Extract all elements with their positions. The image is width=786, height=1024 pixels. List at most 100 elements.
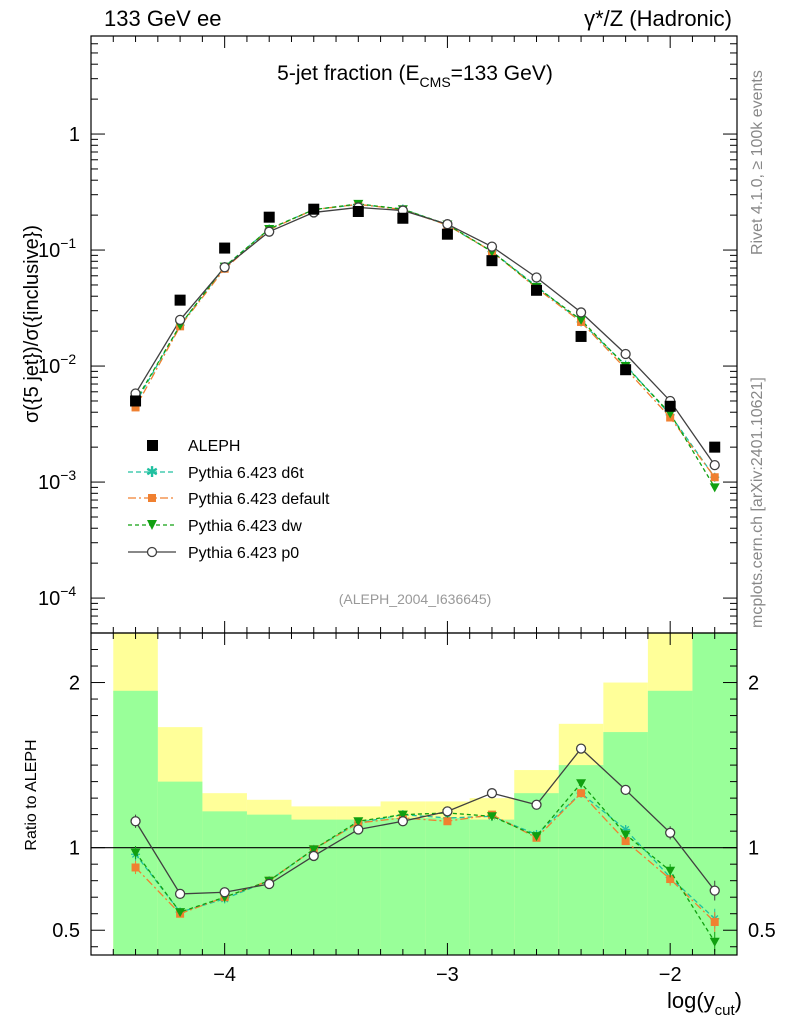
dw-ratio-point-marker bbox=[353, 817, 364, 827]
p0-ratio-point-marker bbox=[620, 784, 631, 796]
legend-p0-marker bbox=[146, 546, 158, 558]
default-ratio-point-marker bbox=[666, 875, 675, 884]
main-y-tick-label: 10−4 bbox=[38, 583, 76, 610]
tick-exponent: −4 bbox=[60, 583, 76, 599]
main-y-tick-label: 10−3 bbox=[38, 467, 76, 494]
dw-ratio-point-marker bbox=[576, 779, 587, 789]
aleph-point-marker bbox=[174, 294, 186, 306]
p0-ratio-line bbox=[134, 747, 716, 895]
aleph-point-marker bbox=[219, 242, 231, 254]
header-right: γ*/Z (Hadronic) bbox=[584, 6, 732, 31]
p0-point-marker bbox=[442, 219, 453, 230]
dw-ratio-point-marker bbox=[531, 832, 542, 842]
band-inner-bin bbox=[202, 811, 247, 955]
main-y-tick-label: 1 bbox=[69, 124, 80, 146]
p0-ratio-point-marker bbox=[709, 885, 720, 896]
p0-point-marker bbox=[486, 241, 498, 252]
legend-default-marker bbox=[148, 494, 156, 502]
ratio-ylabel: Ratio to ALEPH bbox=[23, 739, 40, 850]
legend-aleph-marker bbox=[147, 440, 158, 451]
p0-ratio-point-marker bbox=[353, 824, 364, 835]
legend-d6t-label: Pythia 6.423 d6t bbox=[188, 465, 304, 482]
p0-ratio-point-marker bbox=[264, 878, 275, 890]
p0-point-marker bbox=[219, 262, 230, 273]
dw-ratio-point-marker bbox=[665, 866, 676, 876]
tick-base: 10 bbox=[38, 356, 60, 378]
p0-point-marker bbox=[709, 459, 720, 471]
ratio-y-tick-label-left: 0.5 bbox=[52, 920, 80, 942]
default-ratio-point-marker bbox=[131, 863, 140, 872]
legend-entry-default: Pythia 6.423 default bbox=[128, 491, 330, 508]
legend-dw-label: Pythia 6.423 dw bbox=[188, 518, 302, 535]
aleph-point-marker bbox=[531, 284, 543, 296]
header-left: 133 GeV ee bbox=[104, 6, 221, 31]
aleph-point-marker bbox=[397, 212, 409, 224]
dw-ratio-line bbox=[135, 782, 716, 943]
aleph-point-marker bbox=[263, 211, 275, 223]
p0-point-marker bbox=[174, 314, 186, 326]
ratio-y-tick-label-right: 2 bbox=[748, 673, 759, 695]
ratio-plot-series bbox=[130, 743, 720, 952]
mcplots-label: mcplots.cern.ch [arXiv:2401.10621] bbox=[749, 377, 766, 628]
aleph-point-marker bbox=[709, 441, 721, 453]
main-y-tick-label: 10−2 bbox=[38, 351, 76, 378]
ratio-y-tick-label-left: 1 bbox=[69, 838, 80, 860]
ratio-y-tick-label-left: 2 bbox=[69, 673, 80, 695]
aleph-point-marker bbox=[486, 255, 498, 267]
p0-ratio-point-marker bbox=[665, 827, 676, 838]
aleph-point-marker bbox=[620, 364, 632, 376]
dw-point-marker bbox=[709, 483, 720, 493]
band-inner-bin bbox=[692, 633, 737, 955]
dw-ratio-point-marker bbox=[308, 845, 319, 855]
dw-ratio-point-marker bbox=[397, 810, 408, 820]
xlabel-sub: cut bbox=[715, 1002, 736, 1019]
dw-ratio-point-marker bbox=[130, 848, 141, 858]
legend-default-label: Pythia 6.423 default bbox=[188, 491, 330, 508]
p0-point-marker bbox=[575, 307, 587, 318]
dw-ratio-point-marker bbox=[620, 830, 631, 840]
main-y-tick-label: 10−1 bbox=[38, 235, 76, 262]
legend-aleph-label: ALEPH bbox=[188, 438, 240, 455]
main-title: 5-jet fraction (ECMS=133 GeV) bbox=[277, 62, 553, 90]
legend-entry-dw: Pythia 6.423 dw bbox=[128, 518, 302, 535]
default-point-marker bbox=[131, 403, 140, 412]
band-inner-bin bbox=[469, 819, 515, 955]
x-axis-label: log(ycut) bbox=[667, 988, 742, 1019]
band-inner-bin bbox=[425, 817, 470, 955]
main-ylabel: σ({5 jet})/σ({inclusive}) bbox=[21, 225, 43, 423]
p0-ratio-point-marker bbox=[308, 850, 319, 862]
x-tick-label: −2 bbox=[659, 964, 682, 986]
title-tail: =133 GeV) bbox=[451, 62, 553, 85]
tick-exponent: −2 bbox=[60, 351, 76, 367]
p0-line bbox=[134, 206, 716, 466]
tick-base: 10 bbox=[38, 472, 60, 494]
dw-ratio-point-marker bbox=[175, 908, 186, 918]
analysis-watermark: (ALEPH_2004_I636645) bbox=[339, 591, 492, 607]
dw-ratio-point-marker bbox=[709, 937, 720, 947]
legend-entry-d6t: ✱ Pythia 6.423 d6t bbox=[128, 464, 304, 482]
p0-ratio-point-marker bbox=[397, 816, 409, 827]
ratio-y-tick-label-right: 1 bbox=[748, 838, 759, 860]
aleph-point-marker bbox=[575, 330, 587, 342]
default-ratio-point-marker bbox=[710, 917, 719, 926]
aleph-point-marker bbox=[352, 205, 364, 217]
title-sub: CMS bbox=[420, 74, 451, 90]
p0-ratio-point-marker bbox=[531, 799, 542, 810]
tick-exponent: −3 bbox=[60, 467, 76, 483]
legend-entry-aleph: ALEPH bbox=[147, 438, 240, 455]
band-inner-bin bbox=[380, 817, 426, 955]
band-inner-bin bbox=[157, 781, 203, 955]
main-plot-series bbox=[130, 199, 721, 493]
p0-ratio-point-marker bbox=[219, 887, 230, 898]
p0-ratio-point-marker bbox=[442, 806, 453, 817]
default-point-marker bbox=[710, 473, 719, 482]
p0-ratio-point-marker bbox=[174, 888, 186, 900]
legend: ALEPH ✱ Pythia 6.423 d6t Pythia 6.423 de… bbox=[128, 438, 330, 562]
x-tick-label: −4 bbox=[213, 964, 236, 986]
x-tick-label: −3 bbox=[436, 964, 459, 986]
aleph-point-marker bbox=[441, 228, 453, 240]
p0-point-marker bbox=[264, 226, 275, 237]
d6t-line bbox=[134, 203, 716, 478]
aleph-point-marker bbox=[308, 203, 320, 215]
